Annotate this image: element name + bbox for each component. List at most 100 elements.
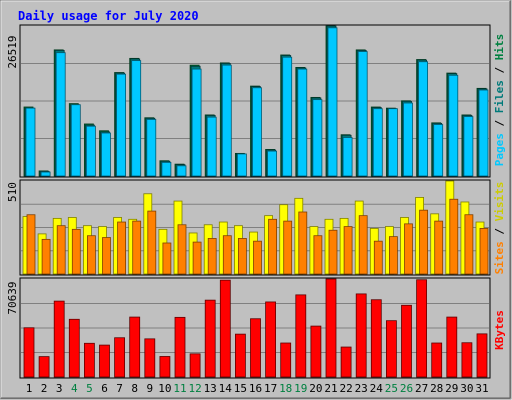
bar-sites-day-14 — [222, 235, 232, 275]
bar-kbytes-day-24 — [370, 299, 382, 378]
bar-pages-day-2 — [40, 171, 51, 177]
bar-kbytes-day-6 — [99, 344, 110, 378]
bar-pages-day-9 — [146, 119, 157, 177]
bar-pages-day-10 — [161, 162, 172, 177]
bar-pages-day-22 — [342, 137, 353, 177]
bar-pages-day-27 — [418, 61, 429, 177]
day-label-7: 7 — [116, 382, 123, 395]
legend-sites: Sites — [493, 241, 506, 274]
bar-pages-day-13 — [206, 116, 217, 177]
bar-kbytes-day-28 — [431, 342, 443, 378]
bar-sites-day-27 — [419, 209, 429, 275]
bar-pages-day-20 — [312, 99, 323, 177]
bar-sites-day-13 — [207, 238, 217, 275]
bar-kbytes-day-31 — [476, 333, 488, 378]
bar-pages-day-3 — [55, 52, 66, 177]
bar-kbytes-day-17 — [265, 301, 277, 378]
bar-sites-day-5 — [87, 235, 96, 275]
legend-middle: Sites / Visits — [493, 182, 506, 275]
bottom-max-label: 70639 — [6, 281, 19, 314]
bar-kbytes-day-27 — [416, 279, 428, 378]
bar-sites-day-11 — [177, 224, 187, 275]
day-label-24: 24 — [370, 382, 384, 395]
bars — [22, 25, 489, 378]
day-label-3: 3 — [56, 382, 63, 395]
bar-kbytes-day-21 — [325, 278, 337, 378]
middle-max-label: 510 — [6, 182, 19, 202]
bar-kbytes-day-18 — [280, 342, 292, 378]
legend-hits: Hits — [493, 34, 506, 61]
legend-top: Pages / Files / Hits — [493, 34, 506, 167]
legend-bottom: KBytes — [493, 310, 506, 350]
day-label-29: 29 — [445, 382, 458, 395]
bar-sites-day-16 — [253, 240, 262, 275]
bar-kbytes-day-15 — [234, 333, 246, 378]
bar-kbytes-day-16 — [250, 318, 261, 378]
day-label-27: 27 — [415, 382, 428, 395]
bar-kbytes-day-4 — [68, 318, 80, 378]
bar-kbytes-day-25 — [385, 320, 397, 378]
bar-sites-day-9 — [147, 210, 157, 275]
bar-kbytes-day-23 — [355, 293, 367, 378]
bar-sites-day-18 — [283, 220, 293, 275]
bar-sites-day-17 — [268, 218, 278, 275]
bar-kbytes-day-22 — [340, 346, 352, 378]
bar-sites-day-20 — [313, 235, 323, 275]
chart-title: Daily usage for July 2020 — [18, 9, 199, 23]
day-label-12: 12 — [188, 382, 201, 395]
bar-kbytes-day-14 — [219, 279, 231, 378]
bar-sites-day-8 — [132, 220, 142, 275]
bar-sites-day-26 — [404, 223, 413, 275]
day-label-1: 1 — [26, 382, 33, 395]
bar-sites-day-25 — [388, 236, 398, 275]
bar-sites-day-6 — [102, 237, 111, 275]
bar-sites-day-3 — [56, 225, 66, 275]
bar-pages-day-24 — [372, 108, 383, 177]
bar-pages-day-18 — [282, 56, 293, 177]
day-label-11: 11 — [173, 382, 186, 395]
bar-kbytes-day-5 — [84, 342, 95, 378]
day-label-21: 21 — [324, 382, 337, 395]
bar-pages-day-21 — [327, 27, 338, 177]
day-label-10: 10 — [158, 382, 171, 395]
day-label-6: 6 — [101, 382, 108, 395]
day-label-18: 18 — [279, 382, 292, 395]
day-label-26: 26 — [400, 382, 413, 395]
bar-pages-day-11 — [176, 165, 187, 177]
day-label-2: 2 — [41, 382, 48, 395]
bar-sites-day-1 — [26, 214, 36, 275]
bar-sites-day-15 — [237, 238, 247, 275]
day-label-14: 14 — [219, 382, 233, 395]
day-label-20: 20 — [309, 382, 322, 395]
bar-pages-day-14 — [221, 64, 232, 177]
svg-text:Pages / Files / Hits: Pages / Files / Hits — [493, 34, 506, 167]
day-label-17: 17 — [264, 382, 277, 395]
bar-pages-day-12 — [191, 68, 202, 177]
bar-kbytes-day-2 — [38, 356, 50, 378]
bar-sites-day-30 — [464, 214, 474, 275]
day-label-8: 8 — [131, 382, 138, 395]
bar-pages-day-17 — [267, 150, 278, 177]
bar-pages-day-6 — [101, 132, 111, 177]
bar-sites-day-2 — [41, 238, 51, 275]
day-label-30: 30 — [460, 382, 473, 395]
bar-kbytes-day-7 — [114, 337, 125, 378]
bar-pages-day-23 — [357, 51, 368, 177]
legend-files: Files — [493, 80, 506, 113]
bar-sites-day-28 — [434, 220, 444, 275]
day-label-15: 15 — [234, 382, 247, 395]
bar-pages-day-16 — [252, 87, 262, 177]
bar-sites-day-23 — [358, 215, 368, 275]
bar-pages-day-19 — [297, 68, 308, 177]
bar-pages-day-4 — [70, 104, 81, 177]
bar-pages-day-5 — [86, 125, 96, 177]
bar-pages-day-15 — [236, 153, 247, 177]
legend-pages: Pages — [493, 133, 506, 166]
day-label-22: 22 — [339, 382, 352, 395]
bar-pages-day-26 — [403, 102, 413, 177]
bar-kbytes-day-29 — [446, 316, 458, 378]
bar-sites-day-10 — [162, 242, 172, 275]
bar-pages-day-29 — [448, 74, 459, 177]
day-label-28: 28 — [430, 382, 443, 395]
bar-kbytes-day-11 — [174, 316, 186, 378]
